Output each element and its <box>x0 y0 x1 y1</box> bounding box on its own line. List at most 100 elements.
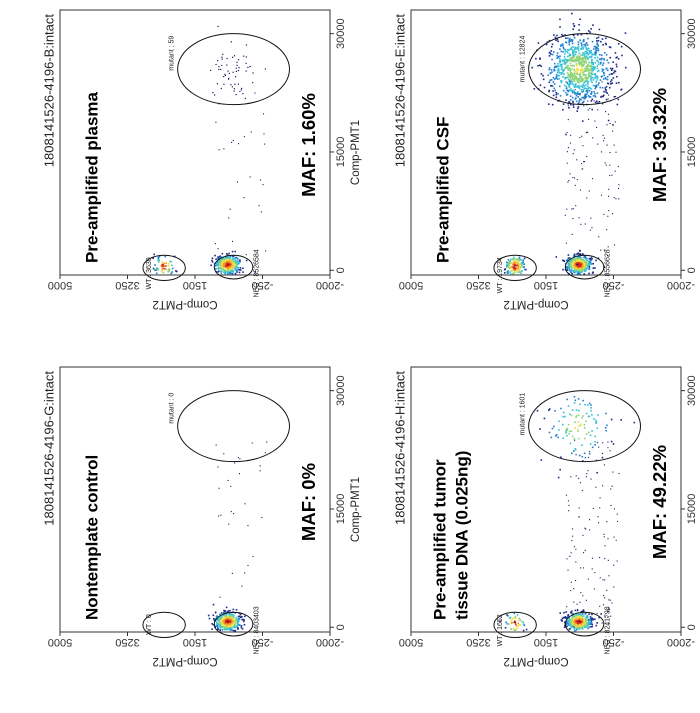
data-point <box>514 629 517 631</box>
data-point <box>598 236 600 238</box>
data-point <box>608 73 611 76</box>
data-point <box>572 535 574 537</box>
data-point <box>571 619 574 621</box>
data-point <box>568 82 571 84</box>
data-point <box>507 263 510 266</box>
data-point <box>170 260 173 263</box>
data-point <box>518 617 521 620</box>
data-point <box>560 64 562 67</box>
data-point <box>523 263 526 265</box>
data-point <box>216 624 218 627</box>
data-point <box>570 261 572 264</box>
data-point <box>232 622 235 624</box>
data-point <box>237 59 240 61</box>
data-point <box>584 427 586 429</box>
data-point <box>588 89 591 92</box>
data-point <box>561 33 563 36</box>
data-point <box>556 57 559 59</box>
data-point <box>581 619 584 622</box>
data-point <box>594 618 596 621</box>
data-point <box>573 266 576 269</box>
data-point <box>602 95 604 98</box>
data-point <box>506 623 509 625</box>
data-point <box>602 94 605 97</box>
data-point <box>598 82 600 84</box>
data-point <box>582 90 584 92</box>
data-point <box>217 256 219 258</box>
data-point <box>249 65 251 68</box>
data-point <box>236 61 238 63</box>
data-point <box>208 617 211 620</box>
data-point <box>235 67 237 69</box>
data-point <box>587 109 589 111</box>
data-point <box>507 271 510 274</box>
data-point <box>592 61 595 64</box>
data-point <box>581 615 584 617</box>
data-point <box>614 52 617 54</box>
data-point <box>573 264 576 267</box>
data-point <box>584 622 586 625</box>
data-point <box>571 58 573 61</box>
data-point <box>234 83 236 85</box>
data-point <box>566 625 568 628</box>
data-point <box>514 261 517 263</box>
data-point <box>583 423 586 426</box>
data-point <box>152 267 155 270</box>
data-point <box>566 267 569 270</box>
data-point <box>229 609 231 612</box>
data-point <box>589 50 592 52</box>
data-point <box>552 81 555 83</box>
data-point <box>578 477 580 479</box>
data-point <box>569 260 572 262</box>
data-point <box>597 63 600 66</box>
data-point <box>566 208 568 210</box>
data-point <box>245 259 248 262</box>
data-point <box>236 181 239 183</box>
data-point <box>233 618 235 621</box>
data-point <box>517 271 520 274</box>
data-point <box>217 267 220 270</box>
data-point <box>216 623 219 625</box>
data-point <box>577 56 580 59</box>
data-point <box>161 269 164 271</box>
data-point <box>252 555 254 558</box>
data-point <box>555 256 558 258</box>
data-point <box>583 62 586 64</box>
data-point <box>609 46 612 49</box>
data-point <box>607 538 609 540</box>
data-point <box>554 409 556 412</box>
data-point <box>580 613 583 616</box>
data-point <box>584 549 586 551</box>
data-point <box>563 259 565 262</box>
data-point <box>577 60 580 63</box>
data-point <box>578 617 581 620</box>
data-point <box>584 67 586 70</box>
data-point <box>573 75 575 77</box>
data-point <box>220 256 223 259</box>
data-point <box>573 438 576 440</box>
data-point <box>225 255 228 258</box>
data-point <box>220 272 223 274</box>
data-point <box>227 617 230 620</box>
data-point <box>549 52 552 55</box>
data-point <box>617 98 620 101</box>
data-point <box>582 267 585 269</box>
data-point <box>583 552 585 554</box>
data-point <box>218 621 221 624</box>
data-point <box>574 270 576 272</box>
data-point <box>225 263 228 266</box>
data-point <box>571 90 574 93</box>
data-point <box>562 47 565 50</box>
data-point <box>579 137 581 139</box>
data-point <box>583 60 586 62</box>
data-point <box>599 556 601 559</box>
data-point <box>576 621 579 624</box>
data-point <box>214 618 216 621</box>
data-point <box>579 403 581 406</box>
data-point <box>569 54 572 57</box>
data-point <box>164 255 167 258</box>
data-point <box>587 622 589 625</box>
data-point <box>573 149 575 151</box>
data-point <box>590 618 592 620</box>
data-point <box>605 67 608 70</box>
